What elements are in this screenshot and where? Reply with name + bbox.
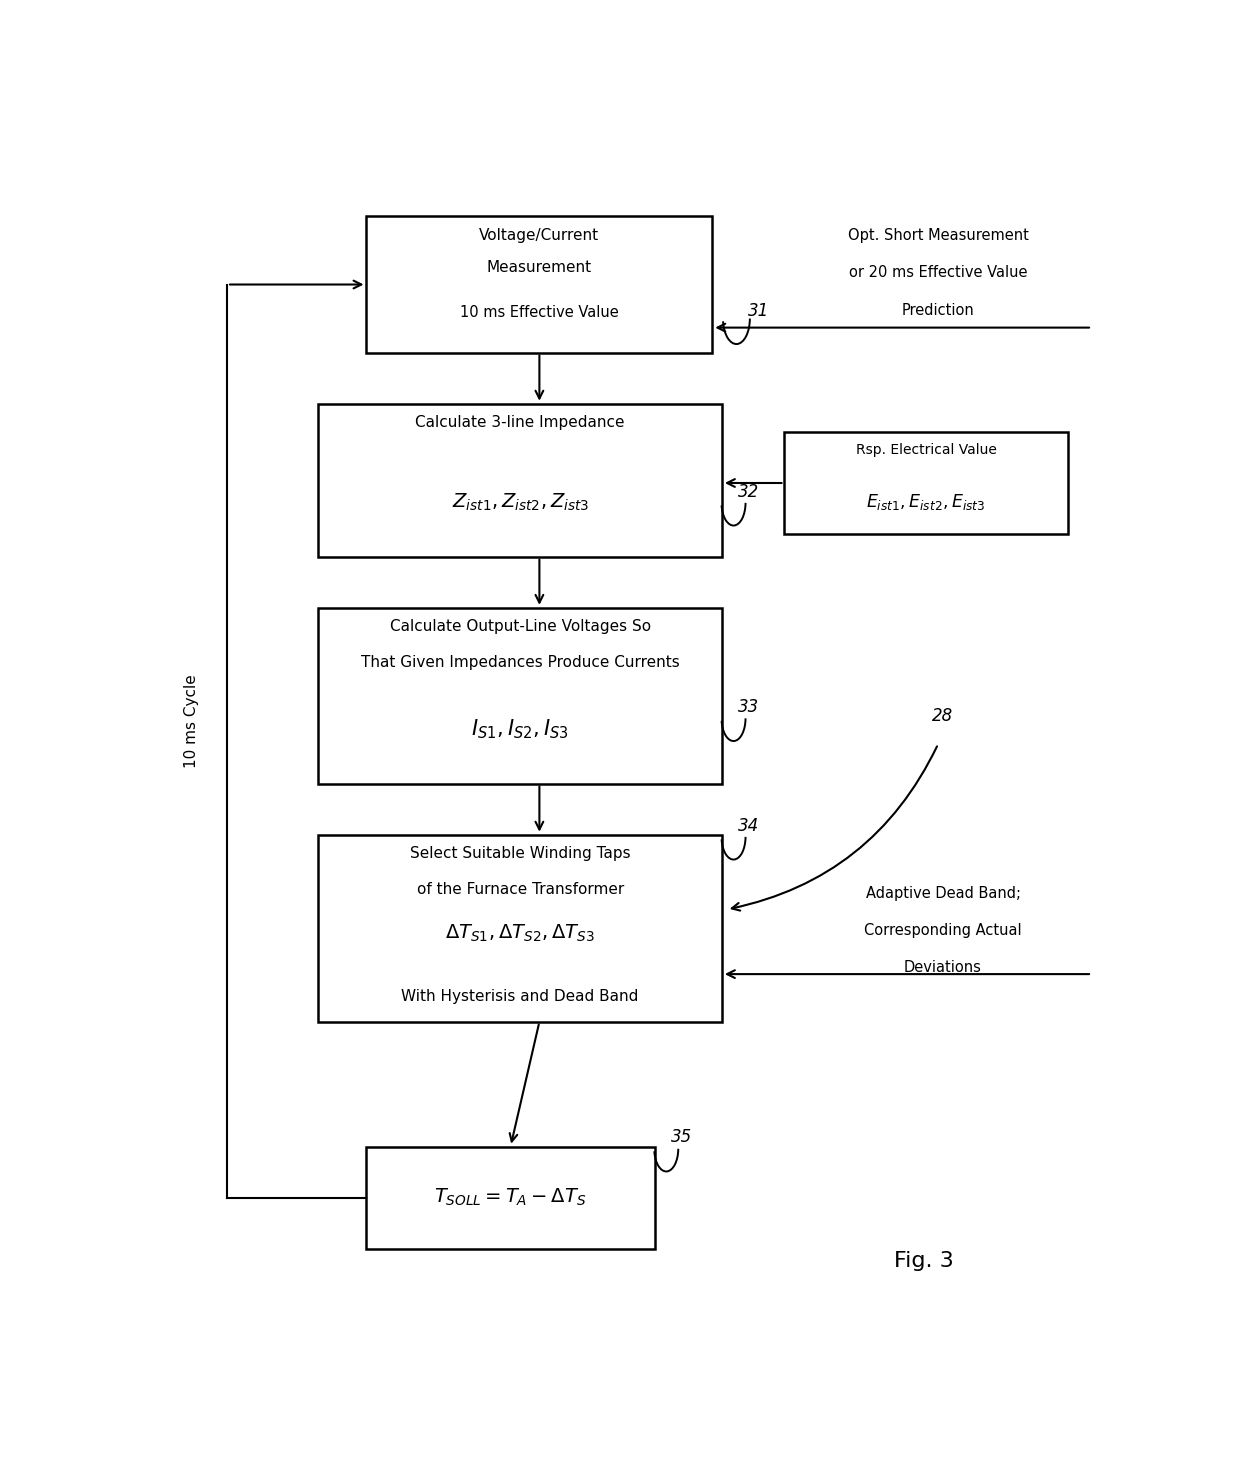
- Text: Rsp. Electrical Value: Rsp. Electrical Value: [856, 443, 997, 457]
- Text: 10 ms Cycle: 10 ms Cycle: [184, 675, 198, 767]
- Text: Adaptive Dead Band;: Adaptive Dead Band;: [866, 885, 1021, 900]
- Text: $I_{S1}, I_{S2}, I_{S3}$: $I_{S1}, I_{S2}, I_{S3}$: [471, 717, 569, 741]
- Text: of the Furnace Transformer: of the Furnace Transformer: [417, 882, 624, 897]
- Text: Select Suitable Winding Taps: Select Suitable Winding Taps: [410, 846, 630, 860]
- Text: Voltage/Current: Voltage/Current: [480, 228, 599, 243]
- Bar: [367, 217, 712, 352]
- Text: Measurement: Measurement: [487, 259, 591, 274]
- Text: Corresponding Actual: Corresponding Actual: [864, 924, 1022, 938]
- FancyArrowPatch shape: [732, 747, 937, 910]
- Text: Opt. Short Measurement: Opt. Short Measurement: [848, 228, 1029, 243]
- Text: $Z_{ist1}, Z_{ist2}, Z_{ist3}$: $Z_{ist1}, Z_{ist2}, Z_{ist3}$: [451, 492, 589, 513]
- Text: or 20 ms Effective Value: or 20 ms Effective Value: [849, 265, 1028, 280]
- Text: 35: 35: [671, 1128, 692, 1146]
- Text: $\Delta T_{S1}, \Delta T_{S2}, \Delta T_{S3}$: $\Delta T_{S1}, \Delta T_{S2}, \Delta T_…: [445, 924, 595, 944]
- Text: 28: 28: [932, 707, 954, 725]
- Bar: [319, 835, 722, 1022]
- Text: Calculate Output-Line Voltages So: Calculate Output-Line Voltages So: [389, 619, 651, 633]
- Text: $E_{ist1}, E_{ist2}, E_{ist3}$: $E_{ist1}, E_{ist2}, E_{ist3}$: [867, 492, 986, 513]
- Text: With Hysterisis and Dead Band: With Hysterisis and Dead Band: [402, 990, 639, 1005]
- Bar: [319, 404, 722, 557]
- Text: Prediction: Prediction: [901, 302, 975, 318]
- Text: 34: 34: [738, 816, 760, 835]
- Bar: [319, 608, 722, 784]
- Text: 33: 33: [738, 698, 760, 716]
- Text: 31: 31: [748, 302, 769, 320]
- Text: 10 ms Effective Value: 10 ms Effective Value: [460, 305, 619, 320]
- Text: That Given Impedances Produce Currents: That Given Impedances Produce Currents: [361, 655, 680, 670]
- Text: Fig. 3: Fig. 3: [894, 1251, 954, 1271]
- Bar: [367, 1146, 655, 1249]
- Text: Deviations: Deviations: [904, 960, 982, 975]
- Text: Calculate 3-line Impedance: Calculate 3-line Impedance: [415, 415, 625, 430]
- Text: 32: 32: [738, 483, 760, 501]
- Bar: [785, 432, 1068, 535]
- Text: $T_{SOLL} = T_A - \Delta T_S$: $T_{SOLL} = T_A - \Delta T_S$: [434, 1187, 587, 1208]
